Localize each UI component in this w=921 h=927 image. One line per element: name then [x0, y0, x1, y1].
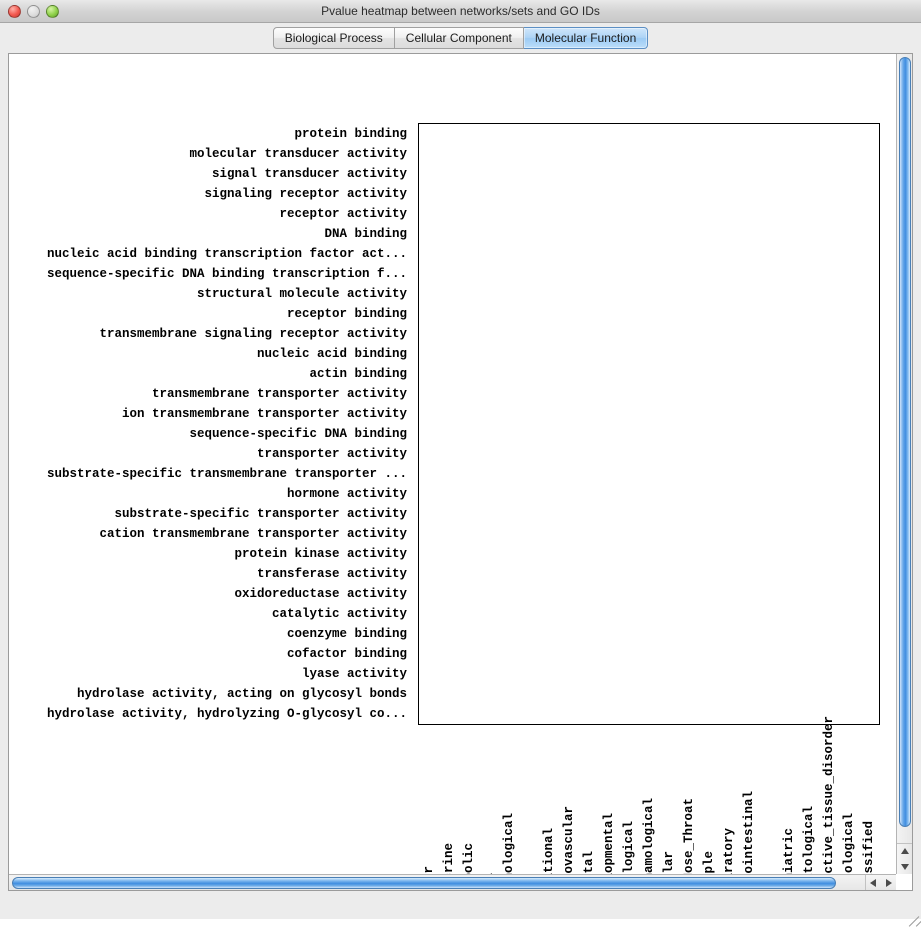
heatmap-row-label: substrate-specific transmembrane transpo… [46, 467, 407, 481]
heatmap-column-label: Endocrine [439, 843, 459, 874]
heatmap-row-label: oxidoreductase activity [234, 587, 407, 601]
scroll-left-arrow-icon[interactable] [866, 875, 881, 890]
heatmap-row-label: transmembrane signaling receptor activit… [99, 327, 407, 341]
window-title: Pvalue heatmap between networks/sets and… [321, 4, 600, 18]
heatmap-row-label: substrate-specific transporter activity [114, 507, 407, 521]
scroll-up-arrow-icon[interactable] [897, 844, 912, 859]
heatmap-row-label: receptor binding [286, 307, 407, 321]
heatmap-column-label: Cardiovascular [562, 805, 576, 874]
heatmap-column-label: multiple [699, 851, 719, 874]
heatmap-row-label: structural molecule activity [196, 287, 407, 301]
heatmap-row-label: transporter activity [256, 447, 407, 461]
heatmap-row-label: DNA binding [324, 227, 407, 241]
heatmap-column-label: Skeletal [579, 851, 599, 874]
heatmap-column-label: Ear_Nose_Throat [682, 798, 696, 874]
tab-cellular-component[interactable]: Cellular Component [394, 27, 524, 49]
heatmap-column-label: Immunological [502, 813, 516, 874]
heatmap-column-label: Ophthamological [642, 798, 656, 874]
heatmap-column-label: Unclassified [862, 820, 876, 874]
heatmap-column-label: Psychiatric [782, 828, 796, 874]
heatmap-border [418, 123, 880, 725]
vertical-scrollbar-thumb[interactable] [899, 57, 911, 827]
heatmap-row-label: transmembrane transporter activity [151, 387, 407, 401]
window-controls [8, 5, 59, 18]
vertical-scrollbar[interactable] [896, 54, 912, 874]
heatmap-row-label: sequence-specific DNA binding [189, 427, 407, 441]
heatmap-row-label: coenzyme binding [286, 627, 407, 641]
scroll-right-arrow-icon[interactable] [881, 875, 896, 890]
heatmap-row-label: nucleic acid binding [256, 347, 407, 361]
heatmap-column-label: Gastrointestinal [742, 790, 756, 874]
content-panel: protein binding molecular transducer acti… [8, 53, 913, 891]
heatmap-column-label: Dermatological [802, 805, 816, 874]
heatmap-row-label: hormone activity [286, 487, 407, 501]
heatmap-row-label: lyase activity [301, 667, 407, 681]
horizontal-scrollbar-thumb[interactable] [12, 877, 836, 889]
zoom-button[interactable] [46, 5, 59, 18]
heatmap-column-label: Nutritional [542, 828, 556, 874]
title-bar: Pvalue heatmap between networks/sets and… [0, 0, 921, 23]
tab-biological-process[interactable]: Biological Process [272, 27, 395, 49]
row-label-column: protein binding molecular transducer acti… [9, 124, 413, 724]
tab-bar: Biological Process Cellular Component Mole… [0, 23, 921, 53]
heatmap-column-label: Cancer [419, 866, 439, 874]
heatmap-row-label: transferase activity [256, 567, 407, 581]
close-button[interactable] [8, 5, 21, 18]
heatmap-row-label: receptor activity [279, 207, 407, 221]
heatmap-row-label: actin binding [309, 367, 407, 381]
heatmap-column-label: Respiratory [722, 828, 736, 874]
tab-group: Biological Process Cellular Component Mole… [272, 27, 649, 49]
vertical-scroll-arrows[interactable] [897, 843, 912, 874]
resize-grip-icon[interactable] [905, 903, 921, 927]
minimize-button[interactable] [27, 5, 40, 18]
heatmap-column-label: Connective_tissue_disorder [822, 715, 836, 874]
horizontal-scrollbar[interactable] [9, 874, 896, 890]
tab-molecular-function[interactable]: Molecular Function [523, 27, 649, 49]
heatmap-row-label: hydrolase activity, hydrolyzing O-glycos… [46, 707, 407, 721]
heatmap-column-label: Neurological [622, 820, 636, 874]
heatmap-row-label: catalytic activity [271, 607, 407, 621]
horizontal-scroll-arrows[interactable] [865, 875, 896, 890]
heatmap-row-label: sequence-specific DNA binding transcript… [46, 267, 407, 281]
heatmap-canvas: protein binding molecular transducer acti… [9, 54, 896, 874]
heatmap-row-label: cation transmembrane transporter activit… [99, 527, 407, 541]
heatmap-row-label: cofactor binding [286, 647, 407, 661]
heatmap-column-label: Muscular [659, 851, 679, 874]
heatmap-row-label: signaling receptor activity [204, 187, 407, 201]
heatmap-row-label: protein kinase activity [234, 547, 407, 561]
scroll-down-arrow-icon[interactable] [897, 859, 912, 874]
heatmap-row-label: hydrolase activity, acting on glycosyl b… [76, 687, 407, 701]
heatmap-column-label: Hematological [842, 813, 856, 874]
heatmap-row-label: signal transducer activity [211, 167, 407, 181]
heatmap-column-label: Metabolic [459, 843, 479, 874]
heatmap-row-label: nucleic acid binding transcription facto… [46, 247, 407, 261]
heatmap-row-label: protein binding [294, 127, 407, 141]
heatmap-column-label: Developmental [602, 813, 616, 874]
heatmap-row-label: ion transmembrane transporter activity [121, 407, 407, 421]
heatmap-row-label: molecular transducer activity [189, 147, 407, 161]
